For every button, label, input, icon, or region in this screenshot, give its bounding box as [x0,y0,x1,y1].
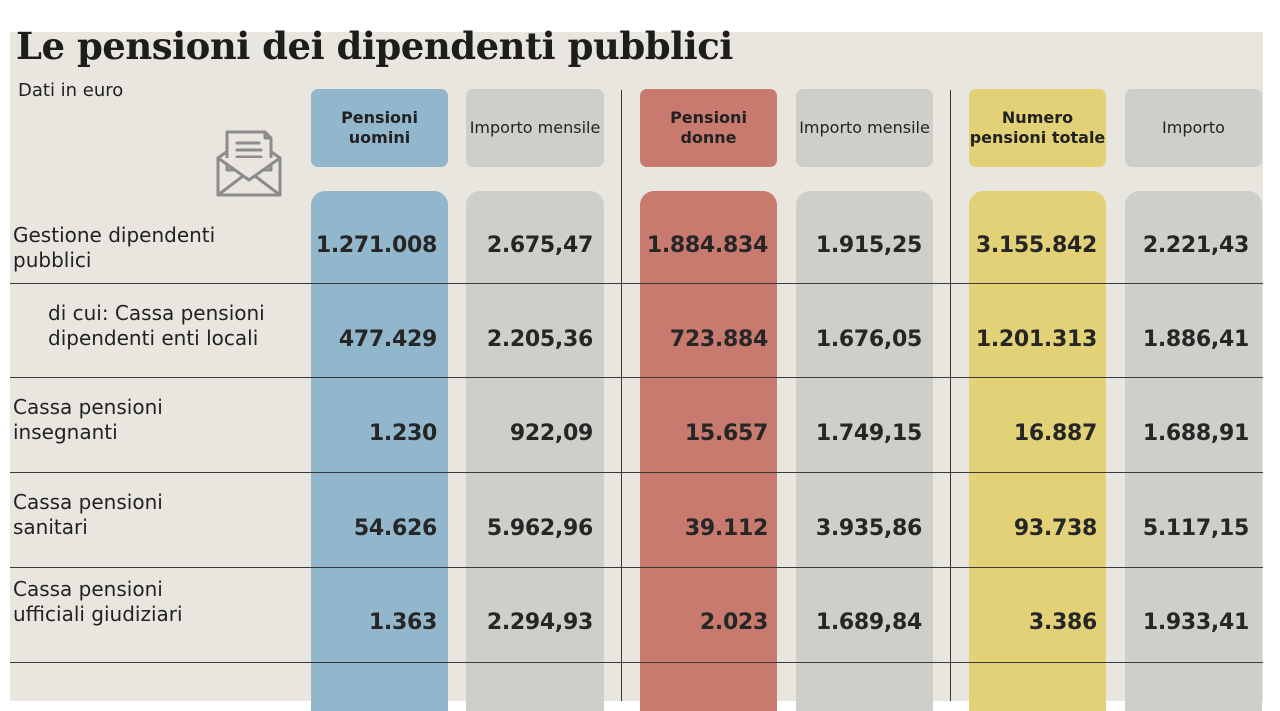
row-label: Cassa pensioni sanitari [13,490,163,539]
row-label: di cui: Cassa pensioni dipendenti enti l… [48,301,265,350]
data-label: 922,09 [509,421,593,446]
header-importo-mensile-uomini: Importo mensile [466,89,604,167]
data-label: 2.221,43 [1142,233,1249,258]
column-bar-importo-donne [796,191,933,711]
header-numero-pensioni-totale: Numero pensioni totale [969,89,1106,167]
row-divider [10,377,1263,378]
group-divider [950,90,951,701]
row-label: Gestione dipendenti pubblici [13,223,216,272]
data-label: 1.676,05 [815,327,922,352]
chart-subtitle: Dati in euro [18,80,124,101]
row-divider [10,567,1263,568]
column-bar-pensioni-totale [969,191,1106,711]
row-label: Cassa pensioni ufficiali giudiziari [13,577,183,626]
data-label: 1.689,84 [815,610,922,635]
data-label: 1.886,41 [1142,327,1249,352]
data-label: 1.688,91 [1142,421,1249,446]
header-pensioni-donne: Pensioni donne [640,89,777,167]
data-label: 1.933,41 [1142,610,1249,635]
data-label: 2.294,93 [486,610,593,635]
header-importo-mensile-donne: Importo mensile [796,89,933,167]
data-label: 3.155.842 [975,233,1097,258]
data-label: 2.023 [699,610,768,635]
row-divider [10,662,1263,663]
data-label: 16.887 [1013,421,1097,446]
column-bar-pensioni-donne [640,191,777,711]
data-label: 5.962,96 [486,516,593,541]
header-pensioni-uomini: Pensioni uomini [311,89,448,167]
data-label: 5.117,15 [1142,516,1249,541]
data-label: 15.657 [684,421,768,446]
group-divider [621,90,622,701]
data-label: 1.230 [368,421,437,446]
data-label: 1.884.834 [646,233,768,258]
data-label: 93.738 [1013,516,1097,541]
data-label: 54.626 [353,516,437,541]
data-label: 1.915,25 [815,233,922,258]
data-label: 1.363 [368,610,437,635]
data-label: 39.112 [684,516,768,541]
column-bar-importo [1125,191,1262,711]
row-divider [10,472,1263,473]
data-label: 1.201.313 [975,327,1097,352]
data-label: 2.205,36 [486,327,593,352]
data-label: 1.749,15 [815,421,922,446]
header-importo: Importo [1125,89,1262,167]
data-label: 3.386 [1028,610,1097,635]
row-label: Cassa pensioni insegnanti [13,395,163,444]
row-divider [10,283,1263,284]
column-bar-pensioni-uomini [311,191,448,711]
data-label: 477.429 [338,327,437,352]
data-label: 1.271.008 [315,233,437,258]
chart-title: Le pensioni dei dipendenti pubblici [16,24,733,68]
envelope-letter-icon [216,130,282,197]
data-label: 2.675,47 [486,233,593,258]
data-label: 3.935,86 [815,516,922,541]
data-label: 723.884 [669,327,768,352]
column-bar-importo-uomini [466,191,604,711]
